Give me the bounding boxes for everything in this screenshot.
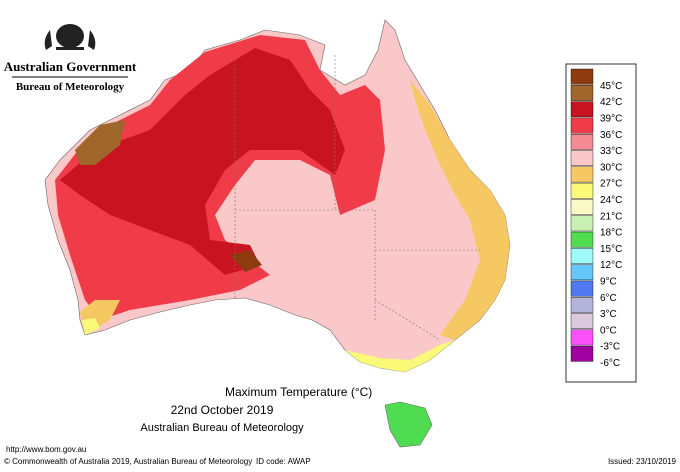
legend-swatch (570, 215, 594, 232)
legend-label: 15°C (600, 244, 622, 255)
legend-label: 39°C (600, 114, 622, 125)
legend-label: 30°C (600, 162, 622, 173)
legend-swatch (570, 150, 594, 167)
legend-swatch (570, 133, 594, 150)
legend-swatch (570, 264, 594, 281)
state-borders (234, 55, 480, 341)
legend-swatch (570, 280, 594, 297)
legend-label: 36°C (600, 130, 622, 141)
tasmania (384, 401, 433, 448)
legend-label: 9°C (600, 277, 617, 288)
footer-issued: Issued: 23/10/2019 (608, 457, 677, 466)
legend-swatch (570, 101, 594, 118)
legend: 45°C 42°C 39°C 36°C 33°C 30°C 27°C 24°C 21°C 18°C… (565, 63, 637, 383)
legend-label: 42°C (600, 97, 622, 108)
government: Australian Government (4, 59, 137, 74)
legend-label: -6°C (600, 358, 620, 369)
footer-id: ID code: AWAP (256, 457, 311, 466)
hot-45 (230, 250, 262, 272)
legend-label: -3°C (600, 342, 620, 353)
hot-42 (75, 120, 125, 165)
legend-swatch (570, 329, 594, 346)
legend-swatch (570, 85, 594, 101)
legend-swatch (570, 297, 594, 313)
legend-label: 27°C (600, 179, 622, 190)
legend-swatch (570, 199, 594, 215)
legend-swatch (570, 248, 594, 264)
legend-swatch (570, 345, 594, 362)
legend-label: 45°C (600, 81, 622, 92)
legend-label: 21°C (600, 211, 622, 222)
legend-label: 3°C (600, 309, 617, 320)
legend-swatch (570, 231, 594, 248)
legend-swatch (570, 68, 594, 85)
legend-swatch (570, 313, 594, 330)
map-title: Maximum Temperature (°C) (225, 385, 372, 399)
crest (44, 24, 96, 50)
bureau: Bureau of Meteorology (16, 81, 125, 93)
legend-label: 33°C (600, 146, 622, 157)
legend-label: 0°C (600, 325, 617, 336)
coast-24 (82, 318, 455, 372)
legend-label: 12°C (600, 260, 622, 271)
legend-swatch (570, 166, 594, 183)
footer-copyright: © Commonwealth of Australia 2019, Austra… (4, 457, 252, 466)
map-source: Australian Bureau of Meteorology (140, 422, 304, 434)
coast-27 (80, 80, 510, 340)
map (44, 19, 511, 448)
legend-label: 24°C (600, 195, 622, 206)
footer-url: http://www.bom.gov.au (6, 445, 86, 454)
legend-label: 6°C (600, 293, 617, 304)
hot-39 (60, 48, 345, 275)
legend-swatch (570, 117, 594, 134)
legend-swatch (570, 182, 594, 199)
map-date: 22nd October 2019 (171, 403, 274, 417)
legend-label: 18°C (600, 228, 622, 239)
